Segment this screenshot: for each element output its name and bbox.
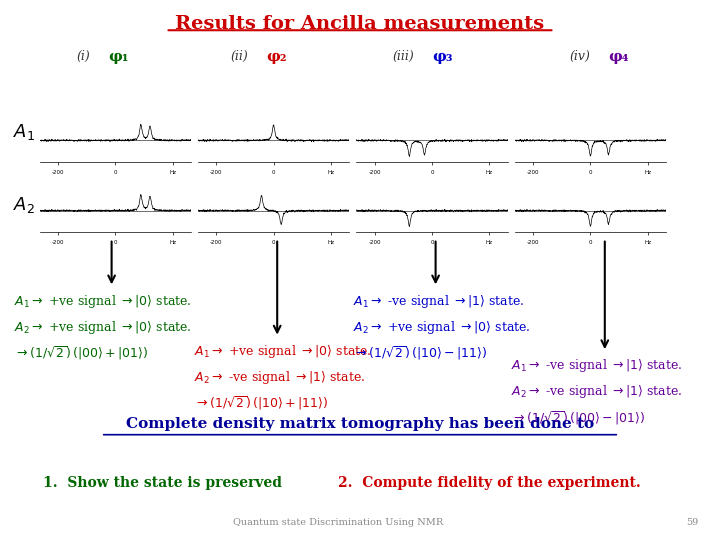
Text: $\rightarrow (1/\sqrt{2})\,(|00\rangle + |01\rangle)$: $\rightarrow (1/\sqrt{2})\,(|00\rangle +… — [14, 345, 149, 362]
Text: $\rightarrow (1/\sqrt{2})\,(|00\rangle - |01\rangle)$: $\rightarrow (1/\sqrt{2})\,(|00\rangle -… — [511, 409, 646, 427]
Text: $A_1$: $A_1$ — [13, 122, 35, 143]
Text: 2.  Compute fidelity of the experiment.: 2. Compute fidelity of the experiment. — [338, 476, 641, 490]
Text: φ₄: φ₄ — [608, 50, 629, 64]
Text: $\rightarrow (1/\sqrt{2})\,(|10\rangle - |11\rangle)$: $\rightarrow (1/\sqrt{2})\,(|10\rangle -… — [353, 345, 487, 362]
Text: $A_1 \rightarrow$ +ve signal $\rightarrow |0\rangle$ state.: $A_1 \rightarrow$ +ve signal $\rightarro… — [14, 293, 192, 309]
Text: φ₂: φ₂ — [266, 50, 287, 64]
Text: 59: 59 — [686, 518, 698, 527]
Text: φ₁: φ₁ — [108, 50, 128, 64]
Text: (ii): (ii) — [230, 50, 248, 63]
Text: (i): (i) — [76, 50, 90, 63]
Text: Complete density matrix tomography has been done to: Complete density matrix tomography has b… — [126, 417, 594, 431]
Text: $A_1 \rightarrow$ +ve signal $\rightarrow |0\rangle$ state.: $A_1 \rightarrow$ +ve signal $\rightarro… — [194, 343, 372, 360]
Text: Quantum state Discrimination Using NMR: Quantum state Discrimination Using NMR — [233, 518, 444, 527]
Text: $A_2 \rightarrow$ +ve signal $\rightarrow |0\rangle$ state.: $A_2 \rightarrow$ +ve signal $\rightarro… — [353, 319, 531, 335]
Text: (iv): (iv) — [570, 50, 590, 63]
Text: $A_1 \rightarrow$ -ve signal $\rightarrow |1\rangle$ state.: $A_1 \rightarrow$ -ve signal $\rightarro… — [511, 357, 683, 374]
Text: $A_2 \rightarrow$ +ve signal $\rightarrow |0\rangle$ state.: $A_2 \rightarrow$ +ve signal $\rightarro… — [14, 319, 192, 335]
Text: $\rightarrow (1/\sqrt{2})\,(|10\rangle + |11\rangle)$: $\rightarrow (1/\sqrt{2})\,(|10\rangle +… — [194, 395, 329, 413]
Text: $A_2$: $A_2$ — [13, 195, 35, 215]
Text: 1.  Show the state is preserved: 1. Show the state is preserved — [43, 476, 282, 490]
Text: $A_1 \rightarrow$ -ve signal $\rightarrow |1\rangle$ state.: $A_1 \rightarrow$ -ve signal $\rightarro… — [353, 293, 524, 309]
Text: (iii): (iii) — [392, 50, 414, 63]
Text: φ₃: φ₃ — [432, 50, 452, 64]
Text: $A_2 \rightarrow$ -ve signal $\rightarrow |1\rangle$ state.: $A_2 \rightarrow$ -ve signal $\rightarro… — [194, 369, 366, 386]
Text: $A_2 \rightarrow$ -ve signal $\rightarrow |1\rangle$ state.: $A_2 \rightarrow$ -ve signal $\rightarro… — [511, 383, 683, 400]
Text: Results for Ancilla measurements: Results for Ancilla measurements — [176, 15, 544, 33]
